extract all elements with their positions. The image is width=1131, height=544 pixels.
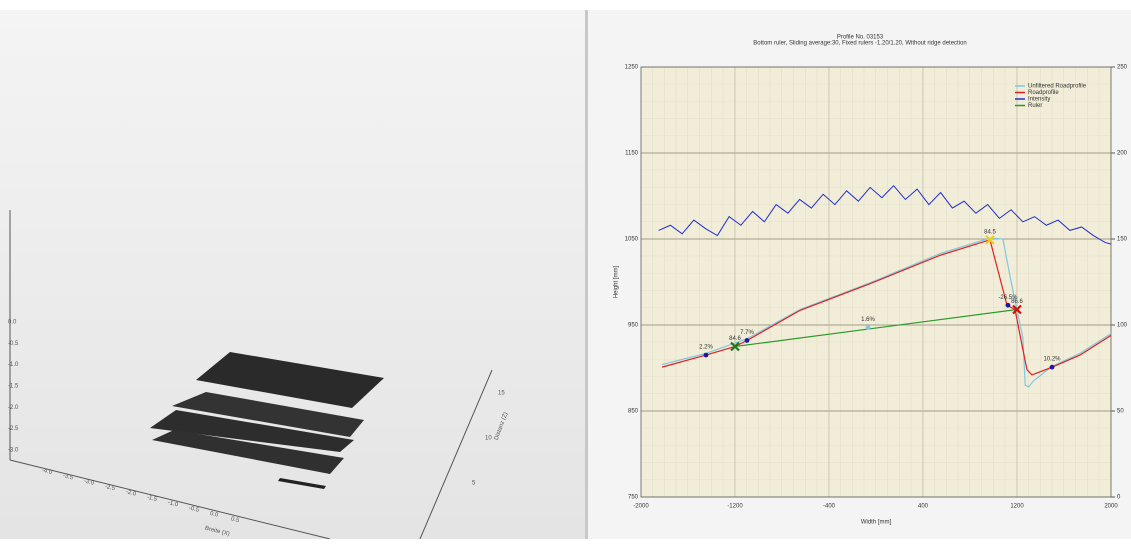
marker: [1006, 303, 1011, 308]
tick-label: 0.0: [8, 320, 17, 326]
y-tick-label: 1150: [625, 151, 639, 157]
marker-label: 86.6: [1011, 299, 1023, 305]
y2-tick-label: 100: [1117, 323, 1128, 329]
tick-label: -2.0: [8, 405, 19, 411]
x-tick-label: -1200: [727, 504, 743, 510]
minor-grid: [641, 67, 1111, 497]
marker-label: 7.7%: [740, 330, 754, 336]
tick-label: -1.5: [8, 383, 19, 389]
marker-label: 84.6: [729, 336, 741, 342]
y-tick-label: 950: [628, 323, 639, 329]
tick-label: -1.0: [8, 362, 19, 368]
screen: Distanz (Z) Breite (X) Profile No. 03153…: [0, 0, 1131, 539]
marker-label: 1.6%: [861, 317, 875, 323]
y2-tick-label: 250: [1117, 65, 1128, 71]
y-tick-label: 1250: [625, 65, 639, 71]
marker-label: 84.5: [984, 229, 996, 235]
tick-label: 10: [485, 436, 492, 442]
splitter[interactable]: [585, 10, 588, 539]
y2-tick-label: 150: [1117, 237, 1128, 243]
tick-label: -2.5: [8, 426, 19, 432]
marker: [704, 353, 709, 358]
chart-subtitle: Bottom ruler, Sliding average:30, Fixed …: [753, 41, 966, 47]
y2-tick-label: 200: [1117, 151, 1128, 157]
app-view: Distanz (Z) Breite (X) Profile No. 03153…: [0, 0, 1131, 539]
legend-label: Unfiltered Roadprofile: [1028, 84, 1087, 90]
tick-label: -3.0: [8, 447, 19, 453]
marker-label: 10.2%: [1044, 357, 1062, 363]
x-tick-label: 2000: [1104, 504, 1118, 510]
marker: [866, 325, 871, 330]
marker: [1050, 365, 1055, 370]
x-tick-label: 1200: [1010, 504, 1024, 510]
x-axis-title: Width [mm]: [861, 520, 892, 526]
tick-label: 15: [498, 391, 505, 397]
legend-label: Intensity: [1028, 97, 1050, 103]
legend-label: Roadprofile: [1028, 90, 1059, 96]
x-tick-label: 400: [918, 504, 929, 510]
legend-label: Ruler: [1028, 103, 1042, 109]
y-tick-label: 750: [628, 495, 639, 501]
x-tick-label: -400: [823, 504, 836, 510]
y2-tick-label: 50: [1117, 409, 1124, 415]
tick-label: -0.5: [8, 341, 19, 347]
y-axis-title: Height [mm]: [614, 265, 620, 298]
y-tick-label: 1050: [625, 237, 639, 243]
marker: [745, 338, 750, 343]
marker-label: 2.2%: [699, 345, 713, 351]
y-tick-label: 850: [628, 409, 639, 415]
x-tick-label: -2000: [633, 504, 649, 510]
